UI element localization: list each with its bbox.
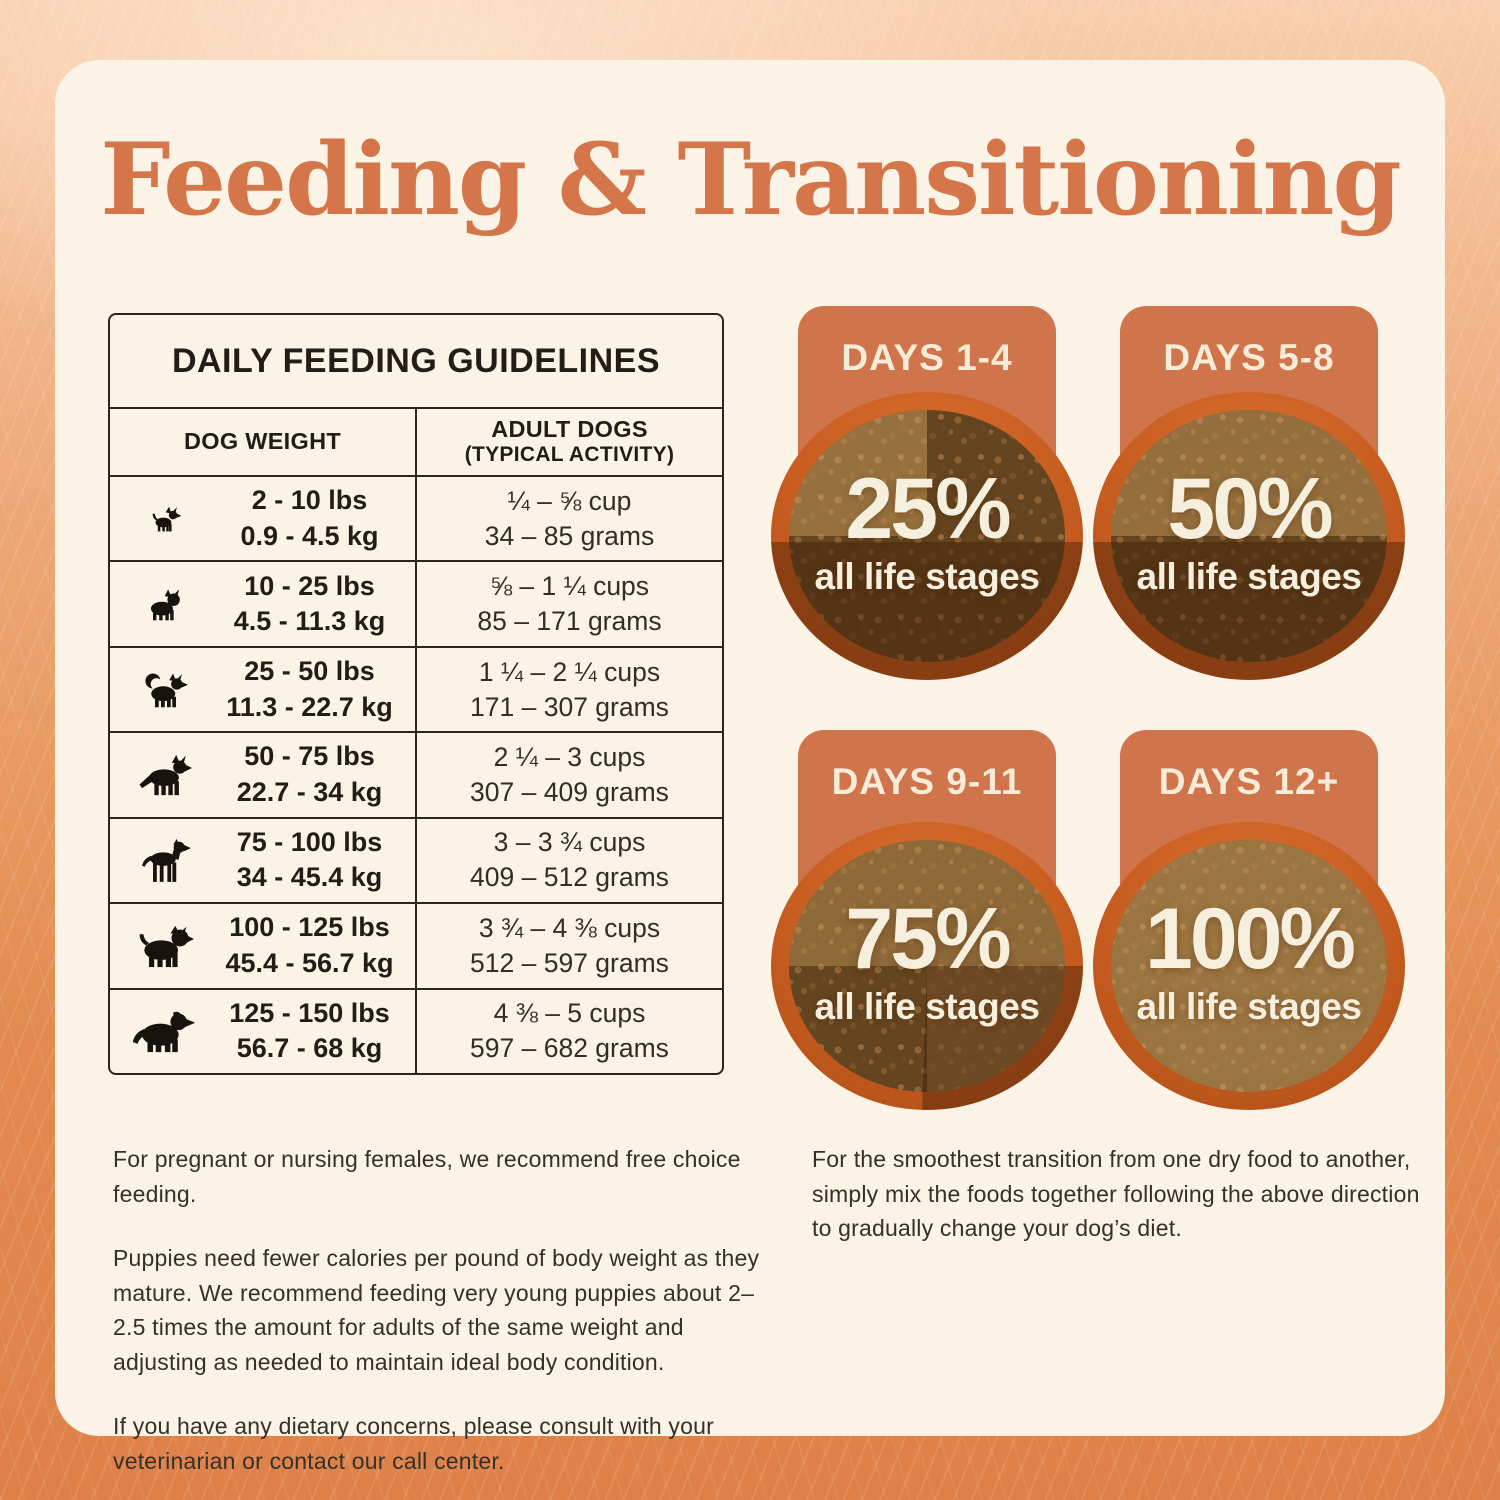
amount-grams: 512 – 597 grams [470, 947, 669, 978]
bowl-label: 75% all life stages [771, 822, 1083, 1104]
weight-lbs: 2 - 10 lbs [251, 485, 368, 516]
table-row: 125 - 150 lbs 56.7 - 68 kg 4 ⅜ – 5 cups … [110, 989, 722, 1073]
kibble-bowl-25: 25% all life stages [771, 392, 1083, 680]
feeding-amount-cell: 2 ¼ – 3 cups 307 – 409 grams [417, 733, 722, 816]
bowl-label: 50% all life stages [1093, 392, 1405, 674]
kibble-bowl-75: 75% all life stages [771, 822, 1083, 1110]
amount-cups: ⅝ – 1 ¼ cups [489, 571, 650, 602]
great-dane-icon [110, 838, 218, 883]
all-life-stages-text: all life stages [814, 985, 1040, 1027]
all-life-stages-text: all life stages [1136, 985, 1362, 1027]
feeding-amount-cell: 4 ⅜ – 5 cups 597 – 682 grams [417, 990, 722, 1073]
kibble-texture [789, 840, 1065, 1092]
weight-lbs: 25 - 50 lbs [244, 655, 375, 686]
amount-grams: 85 – 171 grams [477, 606, 662, 637]
spitz-icon [110, 672, 218, 708]
rottweiler-icon [110, 923, 218, 968]
bowl-label: 100% all life stages [1093, 822, 1405, 1104]
amount-cups: 2 ¼ – 3 cups [493, 742, 646, 772]
weight-kg: 0.9 - 4.5 kg [240, 520, 379, 551]
amount-grams: 34 – 85 grams [484, 520, 655, 551]
weight-kg: 34 - 45.4 kg [236, 862, 383, 893]
table-row: 75 - 100 lbs 34 - 45.4 kg 3 – 3 ¾ cups 4… [110, 818, 722, 905]
percent-text: 25% [845, 460, 1011, 557]
percent-text: 75% [845, 890, 1011, 987]
feeding-amount-cell: 3 – 3 ¾ cups 409 – 512 grams [417, 819, 722, 902]
weight-kg: 4.5 - 11.3 kg [233, 606, 386, 637]
days-label: DAYS 9-11 [831, 761, 1023, 802]
table-row: 2 - 10 lbs 0.9 - 4.5 kg ¼ – ⅝ cup 34 – 8… [110, 477, 722, 563]
days-label: DAYS 5-8 [1163, 337, 1335, 378]
note-pregnant-females: For pregnant or nursing females, we reco… [113, 1146, 741, 1207]
bowl-label: 25% all life stages [771, 392, 1083, 674]
weight-kg: 22.7 - 34 kg [236, 776, 383, 807]
weight-lbs: 10 - 25 lbs [244, 570, 375, 601]
percent-text: 100% [1145, 890, 1356, 987]
dog-weight-cell: 100 - 125 lbs 45.4 - 56.7 kg [110, 904, 417, 988]
all-life-stages-text: all life stages [1136, 555, 1362, 597]
amount-grams: 597 – 682 grams [470, 1033, 669, 1064]
kibble-texture [1111, 840, 1387, 1092]
weight-kg: 56.7 - 68 kg [236, 1033, 383, 1064]
content-card: Feeding & Transitioning DAILY FEEDING GU… [55, 60, 1445, 1474]
feeding-amount-cell: ¼ – ⅝ cup 34 – 85 grams [417, 477, 722, 560]
dog-weight-cell: 2 - 10 lbs 0.9 - 4.5 kg [110, 477, 417, 561]
table-row: 10 - 25 lbs 4.5 - 11.3 kg ⅝ – 1 ¼ cups 8… [110, 562, 722, 648]
note-smooth-transition: For the smoothest transition from one dr… [812, 1146, 1420, 1241]
chihuahua-icon [110, 505, 218, 532]
all-life-stages-text: all life stages [814, 555, 1040, 597]
table-row: 100 - 125 lbs 45.4 - 56.7 kg 3 ¾ – 4 ⅜ c… [110, 904, 722, 990]
page-title: Feeding & Transitioning [100, 122, 1401, 238]
note-puppies: Puppies need fewer calories per pound of… [113, 1245, 760, 1375]
kibble-bowl-50: 50% all life stages [1093, 392, 1405, 680]
days-label: DAYS 1-4 [841, 337, 1013, 378]
feeding-amount-cell: 3 ¾ – 4 ⅜ cups 512 – 597 grams [417, 904, 722, 987]
dog-weight-cell: 75 - 100 lbs 34 - 45.4 kg [110, 818, 417, 903]
amount-cups: 3 – 3 ¾ cups [493, 827, 646, 858]
weight-kg: 45.4 - 56.7 kg [225, 947, 394, 978]
table-header-row: DOG WEIGHT ADULT DOGS (TYPICAL ACTIVITY) [110, 409, 722, 477]
column-header-adult-dogs-line1: ADULT DOGS [491, 416, 648, 443]
weight-lbs: 100 - 125 lbs [229, 912, 390, 943]
transition-note: For the smoothest transition from one dr… [812, 1142, 1424, 1276]
dog-weight-cell: 125 - 150 lbs 56.7 - 68 kg [110, 989, 417, 1073]
amount-cups: 4 ⅜ – 5 cups [493, 998, 646, 1029]
note-dietary-concerns: If you have any dietary concerns, please… [113, 1413, 714, 1474]
dog-weight-cell: 50 - 75 lbs 22.7 - 34 kg [110, 733, 417, 817]
weight-lbs: 125 - 150 lbs [229, 997, 390, 1028]
column-header-dog-weight: DOG WEIGHT [183, 428, 342, 455]
amount-cups: ¼ – ⅝ cup [507, 485, 632, 516]
weight-lbs: 50 - 75 lbs [244, 741, 375, 772]
dog-weight-cell: 25 - 50 lbs 11.3 - 22.7 kg [110, 647, 417, 732]
table-row: 25 - 50 lbs 11.3 - 22.7 kg 1 ¼ – 2 ¼ cup… [110, 647, 722, 734]
weight-kg: 11.3 - 22.7 kg [226, 691, 393, 722]
weight-lbs: 75 - 100 lbs [236, 826, 383, 857]
amount-grams: 307 – 409 grams [470, 776, 669, 807]
kibble-texture [789, 410, 1065, 662]
amount-cups: 3 ¾ – 4 ⅜ cups [478, 912, 661, 943]
feeding-amount-cell: 1 ¼ – 2 ¼ cups 171 – 307 grams [417, 648, 722, 731]
dog-weight-cell: 10 - 25 lbs 4.5 - 11.3 kg [110, 562, 417, 646]
amount-cups: 1 ¼ – 2 ¼ cups [478, 656, 661, 687]
table-row: 50 - 75 lbs 22.7 - 34 kg 2 ¼ – 3 cups 30… [110, 733, 722, 819]
feeding-notes-left: For pregnant or nursing females, we reco… [113, 1142, 761, 1500]
bernese-icon [110, 1009, 218, 1053]
amount-grams: 171 – 307 grams [470, 691, 669, 722]
kibble-texture [1111, 410, 1387, 662]
french-bulldog-icon [110, 588, 218, 621]
column-header-adult-dogs: ADULT DOGS (TYPICAL ACTIVITY) [415, 409, 722, 475]
amount-grams: 409 – 512 grams [470, 862, 669, 893]
percent-text: 50% [1167, 460, 1333, 557]
days-label: DAYS 12+ [1158, 761, 1340, 802]
feeding-amount-cell: ⅝ – 1 ¼ cups 85 – 171 grams [417, 562, 722, 645]
column-header-adult-dogs-line2: (TYPICAL ACTIVITY) [464, 443, 675, 467]
table-title: DAILY FEEDING GUIDELINES [110, 315, 722, 409]
shepherd-icon [110, 754, 218, 796]
kibble-bowl-100: 100% all life stages [1093, 822, 1405, 1110]
feeding-guidelines-table: DAILY FEEDING GUIDELINES DOG WEIGHT ADUL… [108, 313, 724, 1075]
